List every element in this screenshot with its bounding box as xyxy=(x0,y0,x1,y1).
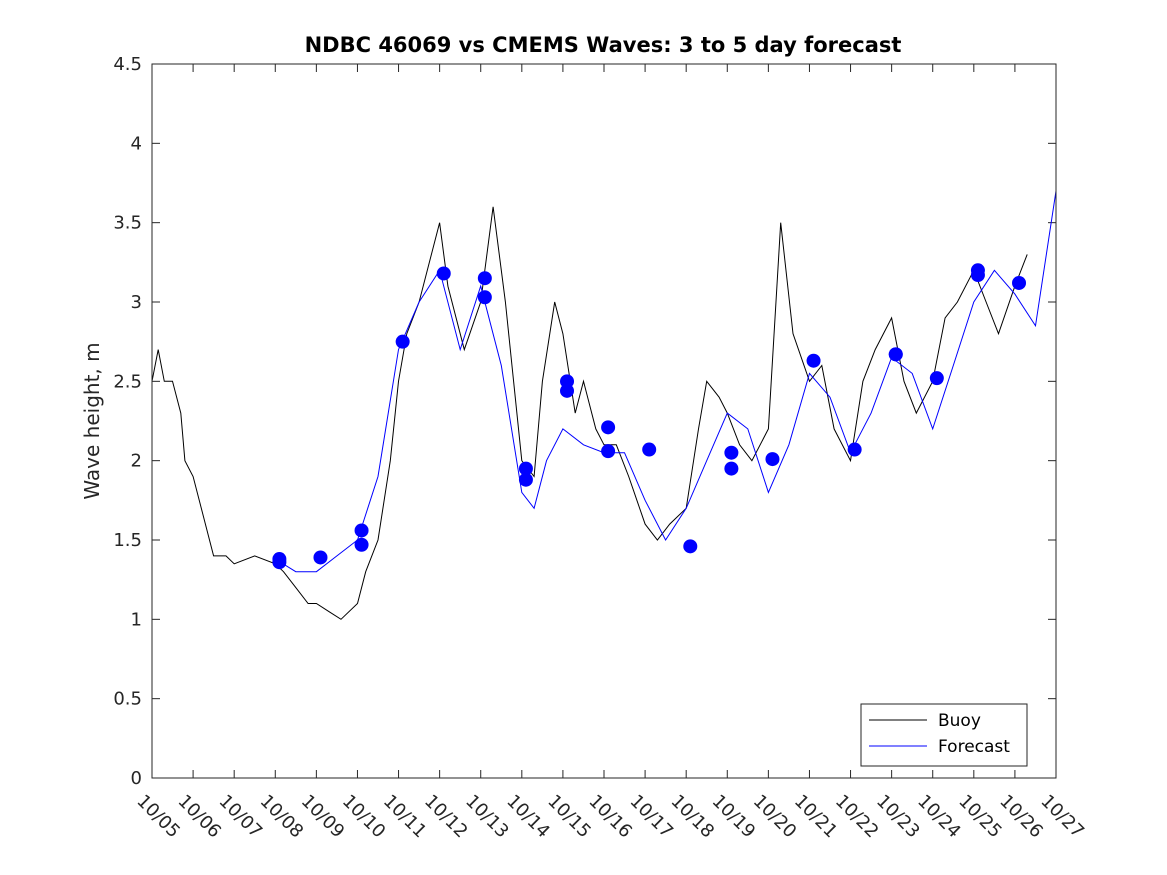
x-tick-label: 10/15 xyxy=(543,791,595,843)
forecast-marker xyxy=(313,550,328,565)
legend-label-forecast: Forecast xyxy=(938,737,1010,757)
y-tick-label: 3 xyxy=(131,292,142,313)
x-tick-label: 10/25 xyxy=(954,791,1006,843)
x-tick-label: 10/24 xyxy=(913,791,965,843)
y-tick-label: 0 xyxy=(131,768,142,789)
y-axis-label: Wave height, m xyxy=(80,342,104,499)
x-tick-label: 10/21 xyxy=(790,791,842,843)
x-tick-label: 10/05 xyxy=(132,791,184,843)
plot-area xyxy=(152,64,1056,778)
y-tick-label: 4.5 xyxy=(113,54,142,75)
x-tick-label: 10/09 xyxy=(297,791,349,843)
forecast-marker xyxy=(888,347,903,362)
x-tick-label: 10/08 xyxy=(256,791,308,843)
legend: Buoy Forecast xyxy=(860,703,1028,767)
x-tick-label: 10/18 xyxy=(667,791,719,843)
forecast-marker xyxy=(560,383,575,398)
y-tick-label: 4 xyxy=(131,133,142,154)
forecast-marker xyxy=(724,445,739,460)
y-tick-label: 1.5 xyxy=(113,530,142,551)
forecast-marker xyxy=(683,539,698,554)
y-tick-label: 3.5 xyxy=(113,213,142,234)
plot-frame xyxy=(151,63,1057,779)
x-tick-label: 10/06 xyxy=(174,791,226,843)
y-tick-label: 0.5 xyxy=(113,689,142,710)
x-tick-label: 10/22 xyxy=(831,791,883,843)
y-tick-label: 2.5 xyxy=(113,371,142,392)
forecast-marker xyxy=(601,444,616,459)
legend-box xyxy=(860,703,1028,767)
forecast-marker xyxy=(477,271,492,286)
forecast-marker xyxy=(806,353,821,368)
x-tick-label: 10/10 xyxy=(338,791,390,843)
forecast-marker xyxy=(765,452,780,467)
forecast-marker xyxy=(601,420,616,435)
legend-label-buoy: Buoy xyxy=(938,711,981,731)
forecast-marker xyxy=(477,290,492,305)
x-tick-label: 10/19 xyxy=(708,791,760,843)
forecast-marker xyxy=(847,442,862,457)
x-tick-label: 10/26 xyxy=(995,791,1047,843)
forecast-marker xyxy=(518,461,533,476)
x-tick-label: 10/12 xyxy=(420,791,472,843)
x-tick-label: 10/14 xyxy=(502,791,554,843)
forecast-marker xyxy=(724,461,739,476)
forecast-marker xyxy=(518,472,533,487)
forecast-marker xyxy=(929,371,944,386)
y-axis: 0 0.5 1 1.5 2 2.5 3 3.5 4 4.5 xyxy=(113,54,1056,789)
forecast-marker xyxy=(642,442,657,457)
y-tick-label: 2 xyxy=(131,451,142,472)
x-tick-label: 10/17 xyxy=(626,791,678,843)
forecast-marker xyxy=(354,537,369,552)
forecast-marker xyxy=(272,555,287,570)
x-tick-label: 10/20 xyxy=(749,791,801,843)
x-tick-label: 10/07 xyxy=(215,791,267,843)
y-tick-label: 1 xyxy=(131,609,142,630)
x-tick-label: 10/13 xyxy=(461,791,513,843)
series-line-forecast xyxy=(275,190,1057,573)
forecast-marker xyxy=(970,268,985,283)
x-tick-label: 10/11 xyxy=(379,791,431,843)
forecast-marker xyxy=(354,523,369,538)
forecast-marker xyxy=(1012,275,1027,290)
chart-title: NDBC 46069 vs CMEMS Waves: 3 to 5 day fo… xyxy=(305,33,902,57)
forecast-marker xyxy=(436,266,451,281)
forecast-marker xyxy=(395,334,410,349)
x-tick-label: 10/27 xyxy=(1036,791,1088,843)
x-tick-label: 10/16 xyxy=(584,791,636,843)
forecast-markers xyxy=(272,263,1027,570)
x-tick-label: 10/23 xyxy=(872,791,924,843)
